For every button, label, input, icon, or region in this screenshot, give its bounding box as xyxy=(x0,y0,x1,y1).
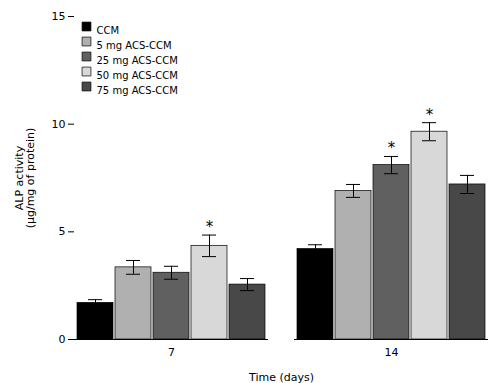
svg-text:7: 7 xyxy=(168,346,175,359)
svg-text:14: 14 xyxy=(385,346,399,359)
svg-text:*: * xyxy=(426,106,434,124)
svg-text:75 mg ACS-CCM: 75 mg ACS-CCM xyxy=(97,85,178,96)
svg-text:50 mg ACS-CCM: 50 mg ACS-CCM xyxy=(97,70,178,81)
svg-text:ALP activity(μg/mg of protein): ALP activity(μg/mg of protein) xyxy=(13,128,37,229)
svg-text:10: 10 xyxy=(52,118,66,131)
svg-text:CCM: CCM xyxy=(97,25,120,36)
svg-text:5: 5 xyxy=(59,225,66,238)
svg-text:*: * xyxy=(388,139,396,157)
svg-text:0: 0 xyxy=(59,333,66,346)
svg-text:5 mg ACS-CCM: 5 mg ACS-CCM xyxy=(97,40,172,51)
svg-text:15: 15 xyxy=(52,10,66,23)
svg-text:*: * xyxy=(206,218,214,236)
svg-text:Time (days): Time (days) xyxy=(248,371,314,383)
svg-text:25 mg ACS-CCM: 25 mg ACS-CCM xyxy=(97,55,178,66)
